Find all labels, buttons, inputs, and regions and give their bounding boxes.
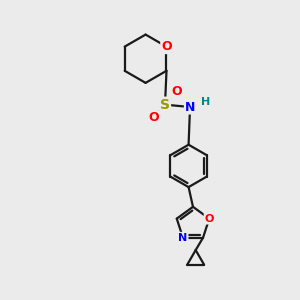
Text: S: S [160, 98, 170, 112]
Text: H: H [201, 97, 210, 107]
Text: O: O [161, 40, 172, 53]
Text: N: N [185, 100, 195, 113]
Text: O: O [205, 214, 214, 224]
Text: N: N [178, 233, 188, 243]
Text: O: O [148, 111, 159, 124]
Text: O: O [171, 85, 181, 98]
